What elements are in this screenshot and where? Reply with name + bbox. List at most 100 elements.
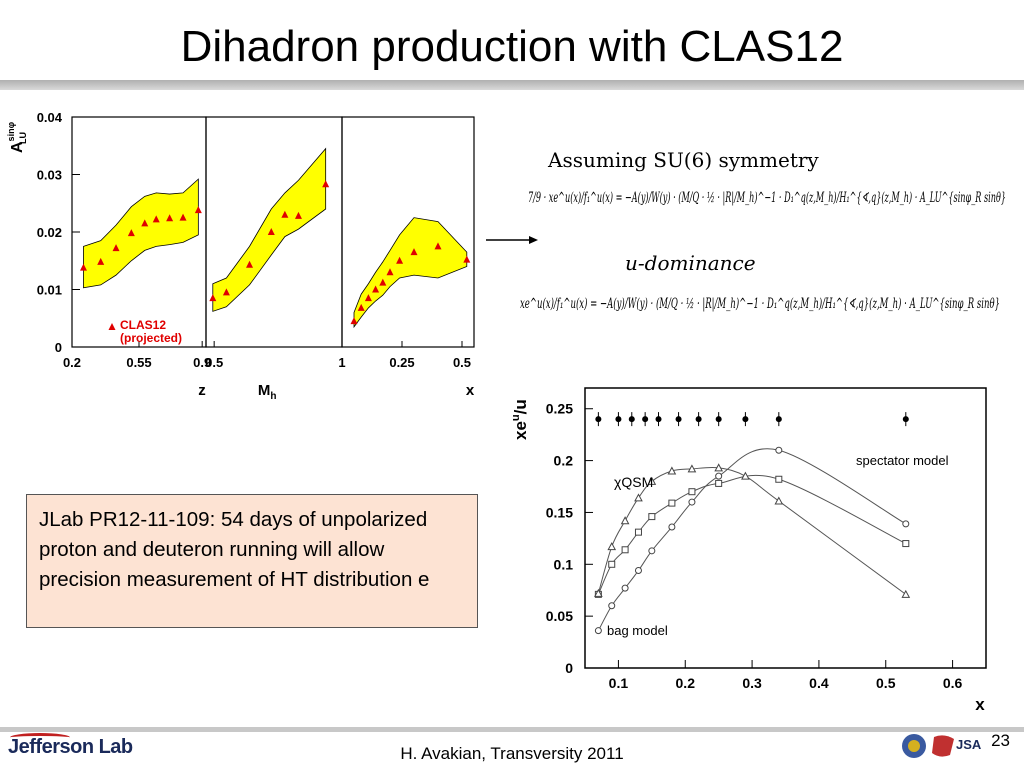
x-axis-label: x xyxy=(975,695,985,714)
x-axis-label: x xyxy=(466,382,475,399)
uncertainty-band xyxy=(353,217,468,329)
data-point xyxy=(396,256,404,264)
data-point xyxy=(621,584,629,592)
data-point xyxy=(434,242,442,250)
series-label-spectator: spectator model xyxy=(856,453,949,468)
data-point xyxy=(688,498,696,506)
legend-label-sub: (projected) xyxy=(120,331,182,345)
x-tick-label: 0.5 xyxy=(453,355,471,370)
data-point xyxy=(715,479,723,487)
data-point xyxy=(112,244,120,252)
equation-heading: Assuming SU(6) symmetry xyxy=(547,148,819,172)
data-point xyxy=(179,213,187,221)
jsa-logo-icon: JSA xyxy=(902,734,982,758)
data-point xyxy=(357,303,365,311)
x-tick-label: 0.55 xyxy=(126,355,151,370)
x-tick-label: 0.4 xyxy=(809,675,829,691)
equations-panel: Assuming SU(6) symmetry 7/9 · xe^u(x)/f₁… xyxy=(520,148,1006,312)
data-point xyxy=(594,627,602,635)
data-point xyxy=(379,278,387,286)
data-point xyxy=(775,475,783,483)
y-tick-label: 0.02 xyxy=(37,225,62,240)
data-point xyxy=(668,523,676,531)
data-point xyxy=(648,547,656,555)
data-point xyxy=(607,542,617,551)
y-tick-label: 0 xyxy=(55,340,62,355)
data-point xyxy=(608,602,616,610)
uncertainty-band xyxy=(83,178,199,289)
legend-label: CLAS12 xyxy=(120,318,166,332)
data-point xyxy=(166,214,174,222)
title-divider xyxy=(0,80,1024,90)
data-point xyxy=(714,463,724,472)
plot-frame xyxy=(584,387,987,669)
data-point xyxy=(774,496,784,505)
data-point xyxy=(127,229,135,237)
equation-subheading: u-dominance xyxy=(625,251,756,275)
y-axis-label: Asinφ LU xyxy=(6,121,28,153)
data-point xyxy=(902,540,910,548)
data-point xyxy=(410,248,418,256)
proposal-note: JLab PR12-11-109: 54 days of unpolarized… xyxy=(26,494,478,628)
jsa-text: JSA xyxy=(956,737,982,752)
data-point xyxy=(322,180,330,188)
equation-su6-text: 7/9 · xe^u(x)/f₁^u(x) = −A(y)/W(y) · (M/… xyxy=(528,190,1006,206)
uncertainty-band xyxy=(212,147,327,312)
x-tick-label: 0.2 xyxy=(63,355,81,370)
y-tick-label: 0.05 xyxy=(546,608,573,624)
data-point xyxy=(141,219,149,227)
y-tick-label: 0.04 xyxy=(37,110,63,125)
data-point xyxy=(281,210,289,218)
slide-title: Dihadron production with CLAS12 xyxy=(180,22,844,71)
data-point xyxy=(246,260,254,268)
data-point xyxy=(267,228,275,235)
y-tick-label: 0.25 xyxy=(546,401,573,417)
y-tick-label: 0.01 xyxy=(37,283,62,298)
data-point xyxy=(902,520,910,528)
data-point xyxy=(901,589,911,598)
data-point xyxy=(741,471,750,480)
equation-u-dominance-text: xe^u(x)/f₁^u(x) = −A(y)/W(y) · (M/Q · ½ … xyxy=(520,296,1000,312)
data-point xyxy=(647,476,657,485)
data-point xyxy=(350,317,358,325)
series-label-chiqsm: χQSM xyxy=(614,474,653,490)
data-point xyxy=(775,446,783,454)
x-tick-label: 0.2 xyxy=(676,675,696,691)
y-tick-label: 0.03 xyxy=(37,168,62,183)
data-point xyxy=(620,516,630,525)
panel-frame xyxy=(341,116,475,348)
x-tick-label: 0.5 xyxy=(876,675,896,691)
data-point xyxy=(463,255,471,263)
data-point xyxy=(372,285,380,293)
data-point xyxy=(594,588,603,597)
data-point xyxy=(668,499,676,507)
data-point xyxy=(634,528,642,536)
y-tick-label: 0.15 xyxy=(546,504,573,520)
data-point xyxy=(209,294,217,302)
logo-swoosh-icon xyxy=(10,733,70,742)
page-number: 23 xyxy=(991,731,1010,750)
data-point xyxy=(608,560,616,568)
model-curve xyxy=(597,474,907,595)
data-point xyxy=(79,263,87,271)
asymmetry-chart: 0.2 0.55 0.9 z 0.5 1 Mh 0.25 0.5 x 0 0.01 0.02 0.03 0.… xyxy=(6,110,475,402)
data-point xyxy=(667,466,677,475)
footer-divider xyxy=(0,727,1024,732)
y-tick-label: 0 xyxy=(565,660,573,676)
legend-marker xyxy=(108,323,116,330)
equation-u-dominance: xe^u(x)/f₁^u(x) = −A(y)/W(y) · (M/Q · ½ … xyxy=(520,296,1000,312)
model-comparison-chart: 0.1 0.2 0.3 0.4 0.5 0.6 0 0.05 0.1 0.15 0.2 0.25 x xe… xyxy=(510,387,987,714)
footer-credit: H. Avakian, Transversity 2011 xyxy=(400,744,624,763)
data-point xyxy=(621,546,629,554)
data-point xyxy=(364,294,372,302)
y-tick-label: 0.2 xyxy=(554,453,574,469)
y-tick-label: 0.1 xyxy=(554,556,574,572)
series-label-bag: bag model xyxy=(607,623,668,638)
model-curve xyxy=(597,466,907,595)
data-point xyxy=(152,215,160,223)
data-point xyxy=(634,567,642,575)
x-tick-label: 0.5 xyxy=(205,355,223,370)
y-axis-label: xeu/u xyxy=(510,399,530,440)
data-point xyxy=(648,513,656,521)
x-axis-label: z xyxy=(198,382,206,399)
